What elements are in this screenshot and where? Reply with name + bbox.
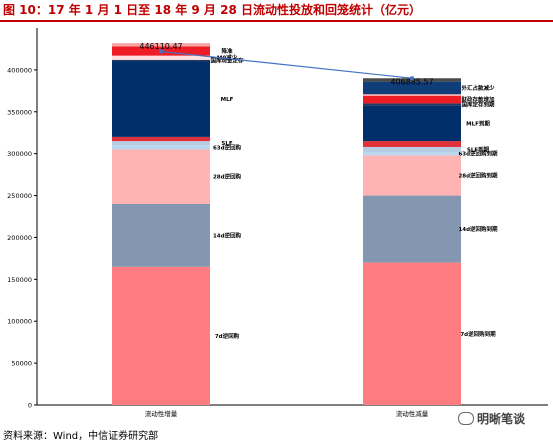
segment-label: 63d逆回购: [213, 143, 242, 151]
watermark: 明晰笔谈: [458, 410, 525, 427]
bar-segment: [363, 141, 461, 147]
segment-label: 7d逆回购: [215, 332, 240, 340]
stacked-bar-chart: 0 50000 100000 150000 200000 250000 300000 3500…: [7, 28, 548, 418]
segment-label: 国库定存到期: [461, 101, 495, 109]
bar-segment: [112, 59, 210, 62]
bar-segment: [363, 146, 461, 152]
bar-segment: [363, 81, 461, 95]
bar-segment: [112, 149, 210, 204]
segment-label: M0减少: [217, 54, 238, 62]
y-tick-label: 50000: [11, 360, 32, 368]
bar-segment: [112, 266, 210, 405]
segment-label: 降准: [221, 47, 233, 55]
segment-label: 外汇占款减少: [461, 84, 495, 92]
y-tick-label: 300000: [7, 150, 32, 158]
bar-segment: [112, 61, 210, 137]
bar-segment: [112, 55, 210, 60]
bar-segment: [363, 105, 461, 142]
bar-segment: [112, 145, 210, 150]
total-label: 446110.47: [139, 42, 182, 51]
segment-label: SLF到期: [467, 145, 490, 153]
wechat-icon: [458, 412, 474, 425]
connector-line: [160, 50, 413, 79]
bar-segment: [112, 43, 210, 47]
total-label: 406885.57: [390, 77, 433, 86]
y-tick-label: 200000: [7, 234, 32, 242]
y-tick-label: 400000: [7, 66, 32, 74]
y-tick-label: 150000: [7, 276, 32, 284]
segment-label: SLF: [221, 141, 232, 147]
x-category-label: 流动性减量: [396, 409, 429, 418]
segment-label: 28d逆回购到期: [458, 171, 498, 179]
segment-label: 财政存款增加: [460, 96, 495, 104]
y-tick-label: 0: [28, 402, 32, 410]
bar-segment: [363, 155, 461, 196]
bar-segment: [363, 262, 461, 405]
bar-segment: [363, 95, 461, 104]
segment-label: 14d逆回购: [213, 231, 242, 239]
segment-label: 7d逆回购到期: [460, 330, 496, 338]
segment-label: 28d逆回购: [213, 173, 242, 181]
bar-segment: [363, 103, 461, 106]
x-category-label: 流动性增量: [145, 409, 178, 418]
connector-point: [158, 49, 164, 54]
bar-segment: [363, 151, 461, 156]
segment-label: 14d逆回购到期: [458, 225, 498, 233]
segment-label: MLF到期: [466, 120, 490, 128]
segment-label: 国库现金定存: [210, 57, 244, 65]
connector-point: [409, 76, 415, 81]
bar-segment: [112, 141, 210, 146]
bar-segment: [363, 195, 461, 263]
y-tick-label: 100000: [7, 318, 32, 326]
bar-segment: [112, 203, 210, 267]
bar-segment: [363, 94, 461, 96]
y-tick-label: 350000: [7, 108, 32, 116]
source-note: 资料来源：Wind，中信证券研究部: [3, 431, 159, 442]
y-tick-label: 250000: [7, 192, 32, 200]
bar-segment: [112, 136, 210, 142]
segment-label: 63d逆回购到期: [458, 150, 498, 158]
segment-label: MLF: [221, 97, 234, 103]
figure-title: 图 10：17 年 1 月 1 日至 18 年 9 月 28 日流动性投放和回笼…: [0, 0, 553, 22]
watermark-text: 明晰笔谈: [477, 412, 526, 426]
